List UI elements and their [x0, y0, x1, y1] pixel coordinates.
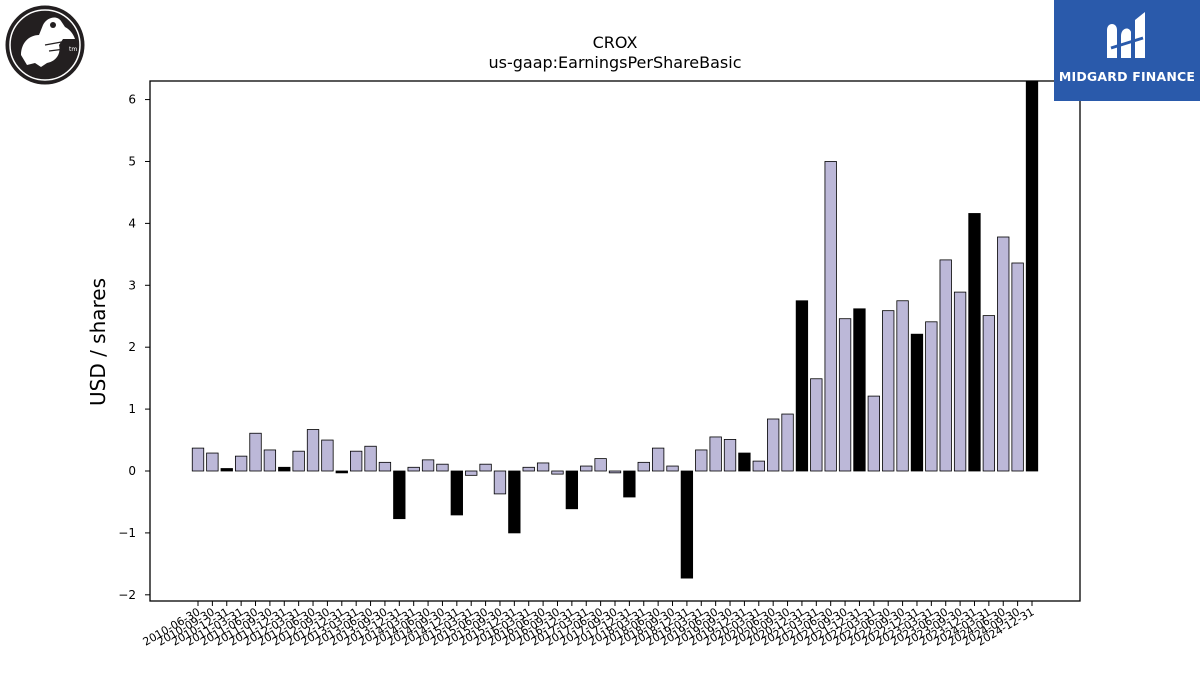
bar-2023-09-30 [953, 291, 967, 472]
bars-layer [191, 80, 1039, 579]
y-tick-label: 6 [128, 93, 136, 107]
x-axis: 2010-06-302010-09-302010-12-312011-03-31… [141, 601, 1037, 649]
bar-2023-03-31 [925, 321, 938, 472]
svg-text:tm: tm [69, 46, 77, 53]
bar-2014-09-30 [436, 463, 449, 472]
bar-2013-03-31 [350, 450, 363, 472]
bar-2013-09-30 [378, 461, 392, 472]
bar-2012-09-30 [321, 439, 334, 472]
bar-2010-06-30 [191, 447, 205, 472]
y-axis-label: USD / shares [86, 278, 110, 406]
bar-2011-12-31 [278, 466, 291, 472]
bar-2016-06-30 [536, 462, 550, 472]
bar-2024-12-31 [1025, 80, 1039, 472]
bar-2023-06-30 [939, 259, 952, 472]
y-tick-label: −2 [118, 588, 136, 602]
chart-subtitle: us-gaap:EarningsPerShareBasic [488, 53, 741, 72]
bar-2012-03-31 [292, 450, 305, 472]
bar-2024-06-30 [997, 236, 1010, 472]
bar-2017-06-30 [594, 458, 607, 472]
y-tick-label: 1 [128, 402, 136, 416]
bar-2010-12-31 [220, 468, 233, 472]
y-axis: −2 −1 0 1 2 3 4 5 6 [118, 93, 150, 602]
bar-2018-03-31 [637, 461, 650, 472]
bar-2022-12-31 [910, 333, 924, 472]
bar-2012-12-31 [335, 470, 348, 474]
y-tick-label: 0 [128, 464, 136, 478]
bar-2013-12-31 [393, 470, 406, 520]
bar-2024-03-31 [982, 315, 996, 472]
brand-name: MIDGARD FINANCE [1058, 69, 1196, 84]
bar-2022-06-30 [882, 310, 895, 472]
crocodile-mascot-icon: tm [5, 5, 85, 85]
y-tick-label: 3 [128, 278, 136, 292]
bar-2014-03-31 [407, 466, 420, 472]
bar-2020-12-31 [795, 300, 809, 472]
bar-2021-06-30 [824, 161, 837, 472]
bar-2016-03-31 [522, 466, 535, 472]
bar-2015-09-30 [493, 470, 507, 495]
bar-2017-12-31 [623, 470, 636, 498]
bar-2018-12-31 [680, 470, 694, 579]
bar-2016-09-30 [551, 470, 564, 475]
bar-2021-12-31 [853, 308, 866, 472]
bar-2011-09-30 [263, 449, 277, 472]
bar-2024-09-30 [1011, 262, 1024, 472]
bar-2015-12-31 [508, 470, 521, 534]
bar-2014-12-31 [450, 470, 463, 516]
midgard-finance-mark-icon [1099, 8, 1155, 66]
bar-2010-09-30 [206, 452, 219, 472]
bar-2021-09-30 [838, 318, 852, 472]
bar-2021-03-31 [810, 378, 823, 472]
bar-2022-03-31 [867, 395, 880, 472]
bar-2019-09-30 [723, 439, 737, 472]
bar-2011-06-30 [249, 432, 262, 472]
bar-2023-12-31 [968, 213, 981, 472]
y-tick-label: 2 [128, 340, 136, 354]
bar-2020-09-30 [781, 413, 794, 472]
bar-2020-03-31 [752, 460, 765, 472]
bar-2019-06-30 [709, 436, 722, 472]
bar-2017-03-31 [580, 465, 593, 472]
bar-2019-12-31 [738, 452, 751, 472]
bar-2012-06-30 [306, 429, 320, 472]
y-tick-label: 5 [128, 154, 136, 168]
chart-title: CROX [593, 33, 638, 52]
bar-2017-09-30 [608, 470, 622, 474]
bar-2019-03-31 [695, 449, 708, 472]
bar-2018-09-30 [666, 465, 679, 472]
bar-2022-09-30 [896, 300, 909, 472]
bar-2011-03-31 [234, 455, 248, 472]
bar-2016-12-31 [565, 470, 579, 510]
bar-2018-06-30 [651, 447, 665, 472]
bar-2014-06-30 [421, 459, 435, 472]
bar-2020-06-30 [767, 418, 780, 472]
y-tick-label: 4 [128, 216, 136, 230]
midgard-finance-logo: MIDGARD FINANCE [1054, 0, 1200, 101]
plot-frame [149, 80, 1081, 602]
bar-2015-03-31 [465, 470, 478, 476]
bar-2013-06-30 [364, 445, 377, 472]
y-tick-label: −1 [118, 526, 136, 540]
bar-2015-06-30 [479, 463, 492, 472]
